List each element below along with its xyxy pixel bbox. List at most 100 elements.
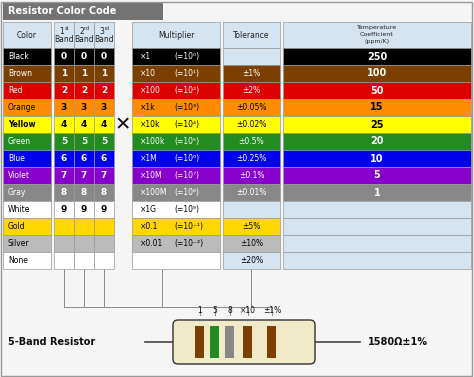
FancyBboxPatch shape [74, 218, 94, 235]
Polygon shape [195, 326, 204, 358]
Text: 8: 8 [101, 188, 107, 197]
FancyBboxPatch shape [54, 133, 74, 150]
FancyBboxPatch shape [283, 184, 471, 201]
FancyBboxPatch shape [54, 150, 74, 167]
Text: 5: 5 [101, 137, 107, 146]
FancyBboxPatch shape [94, 201, 114, 218]
Text: ±0.02%: ±0.02% [237, 120, 267, 129]
FancyBboxPatch shape [132, 235, 220, 252]
FancyBboxPatch shape [94, 167, 114, 184]
Text: ×100k: ×100k [140, 137, 165, 146]
Text: 7: 7 [81, 171, 87, 180]
Text: ±0.25%: ±0.25% [237, 154, 267, 163]
FancyBboxPatch shape [3, 22, 51, 48]
FancyBboxPatch shape [54, 99, 74, 116]
Text: Band: Band [74, 35, 94, 44]
FancyBboxPatch shape [223, 48, 280, 65]
FancyBboxPatch shape [223, 99, 280, 116]
FancyBboxPatch shape [74, 201, 94, 218]
Text: Gold: Gold [8, 222, 26, 231]
FancyBboxPatch shape [283, 150, 471, 167]
FancyBboxPatch shape [132, 201, 220, 218]
Text: 4: 4 [81, 120, 87, 129]
FancyBboxPatch shape [283, 82, 471, 99]
Polygon shape [244, 326, 253, 358]
Text: 1: 1 [61, 69, 67, 78]
FancyBboxPatch shape [173, 320, 315, 364]
FancyBboxPatch shape [74, 22, 94, 48]
Text: ±5%: ±5% [242, 222, 261, 231]
FancyBboxPatch shape [132, 218, 220, 235]
Text: 2: 2 [101, 86, 107, 95]
FancyBboxPatch shape [283, 133, 471, 150]
FancyBboxPatch shape [283, 167, 471, 184]
Text: 2: 2 [81, 86, 87, 95]
Text: None: None [8, 256, 28, 265]
FancyBboxPatch shape [94, 184, 114, 201]
FancyBboxPatch shape [3, 82, 51, 99]
FancyBboxPatch shape [223, 133, 280, 150]
FancyBboxPatch shape [132, 133, 220, 150]
Text: 5: 5 [81, 137, 87, 146]
Text: 0: 0 [81, 52, 87, 61]
FancyBboxPatch shape [132, 99, 220, 116]
FancyBboxPatch shape [3, 218, 51, 235]
Text: (=10⁸): (=10⁸) [174, 188, 199, 197]
Text: (ppm/K): (ppm/K) [365, 38, 390, 43]
Text: 10: 10 [370, 153, 384, 164]
Polygon shape [210, 326, 219, 358]
Text: ±0.5%: ±0.5% [239, 137, 264, 146]
Text: (=10⁵): (=10⁵) [174, 137, 199, 146]
Text: 3: 3 [61, 103, 67, 112]
Polygon shape [267, 326, 276, 358]
Text: ×10k: ×10k [140, 120, 161, 129]
Text: Red: Red [8, 86, 22, 95]
Text: Yellow: Yellow [8, 120, 36, 129]
FancyBboxPatch shape [132, 184, 220, 201]
FancyBboxPatch shape [54, 167, 74, 184]
FancyBboxPatch shape [223, 150, 280, 167]
FancyBboxPatch shape [94, 99, 114, 116]
FancyBboxPatch shape [94, 218, 114, 235]
FancyBboxPatch shape [54, 184, 74, 201]
Text: Resistor Color Code: Resistor Color Code [8, 6, 117, 16]
FancyBboxPatch shape [132, 167, 220, 184]
Text: ±1%: ±1% [242, 69, 261, 78]
FancyBboxPatch shape [283, 116, 471, 133]
FancyBboxPatch shape [283, 235, 471, 252]
Text: 0: 0 [101, 52, 107, 61]
Text: Blue: Blue [8, 154, 25, 163]
FancyBboxPatch shape [94, 82, 114, 99]
FancyBboxPatch shape [74, 48, 94, 65]
FancyBboxPatch shape [74, 167, 94, 184]
FancyBboxPatch shape [54, 82, 74, 99]
FancyBboxPatch shape [94, 48, 114, 65]
FancyBboxPatch shape [3, 48, 51, 65]
Text: 1: 1 [101, 69, 107, 78]
Text: ±10%: ±10% [240, 239, 263, 248]
FancyBboxPatch shape [3, 167, 51, 184]
Text: 2: 2 [61, 86, 67, 95]
FancyBboxPatch shape [74, 99, 94, 116]
Text: 8: 8 [61, 188, 67, 197]
Text: ×10: ×10 [140, 69, 156, 78]
FancyBboxPatch shape [74, 252, 94, 269]
FancyBboxPatch shape [74, 235, 94, 252]
Polygon shape [226, 326, 235, 358]
Text: 2: 2 [80, 28, 84, 37]
FancyBboxPatch shape [74, 133, 94, 150]
Text: Green: Green [8, 137, 31, 146]
Text: 5-Band Resistor: 5-Band Resistor [8, 337, 95, 347]
FancyBboxPatch shape [132, 65, 220, 82]
Text: 25: 25 [370, 120, 384, 130]
FancyBboxPatch shape [283, 48, 471, 65]
FancyBboxPatch shape [132, 82, 220, 99]
Text: Band: Band [94, 35, 114, 44]
Text: ×100: ×100 [140, 86, 161, 95]
Text: 5: 5 [212, 306, 218, 315]
Text: (=10⁷): (=10⁷) [174, 171, 199, 180]
Text: rd: rd [104, 26, 109, 32]
FancyBboxPatch shape [3, 150, 51, 167]
FancyBboxPatch shape [3, 235, 51, 252]
FancyBboxPatch shape [94, 133, 114, 150]
